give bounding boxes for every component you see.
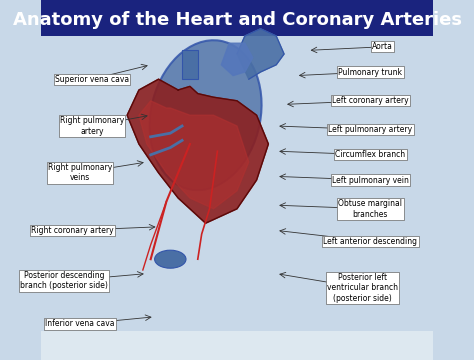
- Polygon shape: [221, 43, 253, 76]
- Text: Inferior vena cava: Inferior vena cava: [46, 320, 115, 328]
- FancyBboxPatch shape: [41, 0, 433, 36]
- Ellipse shape: [150, 40, 262, 190]
- Text: Left pulmonary vein: Left pulmonary vein: [332, 176, 409, 185]
- Polygon shape: [237, 29, 284, 79]
- Text: Left pulmonary artery: Left pulmonary artery: [328, 125, 412, 134]
- Ellipse shape: [155, 250, 186, 268]
- Text: Right coronary artery: Right coronary artery: [31, 226, 114, 235]
- Text: Anatomy of the Heart and Coronary Arteries: Anatomy of the Heart and Coronary Arteri…: [12, 11, 462, 29]
- Text: TrialQuest Inc.: TrialQuest Inc.: [212, 336, 262, 341]
- Text: Right pulmonary
veins: Right pulmonary veins: [48, 163, 112, 183]
- Text: Obtuse marginal
branches: Obtuse marginal branches: [338, 199, 402, 219]
- Text: Posterior descending
branch (posterior side): Posterior descending branch (posterior s…: [20, 271, 108, 291]
- Text: Aorta: Aorta: [372, 42, 392, 51]
- Text: Pulmonary trunk: Pulmonary trunk: [338, 68, 402, 77]
- FancyBboxPatch shape: [41, 331, 433, 360]
- Text: Circumflex branch: Circumflex branch: [335, 150, 405, 159]
- Polygon shape: [127, 79, 268, 223]
- Polygon shape: [139, 101, 249, 209]
- Text: Left coronary artery: Left coronary artery: [332, 96, 409, 105]
- Bar: [182, 50, 198, 79]
- Text: Left anterior descending: Left anterior descending: [323, 237, 418, 246]
- Text: Posterior left
ventricular branch
(posterior side): Posterior left ventricular branch (poste…: [327, 273, 398, 303]
- Text: Right pulmonary
artery: Right pulmonary artery: [60, 116, 124, 136]
- Text: Superior vena cava: Superior vena cava: [55, 75, 129, 84]
